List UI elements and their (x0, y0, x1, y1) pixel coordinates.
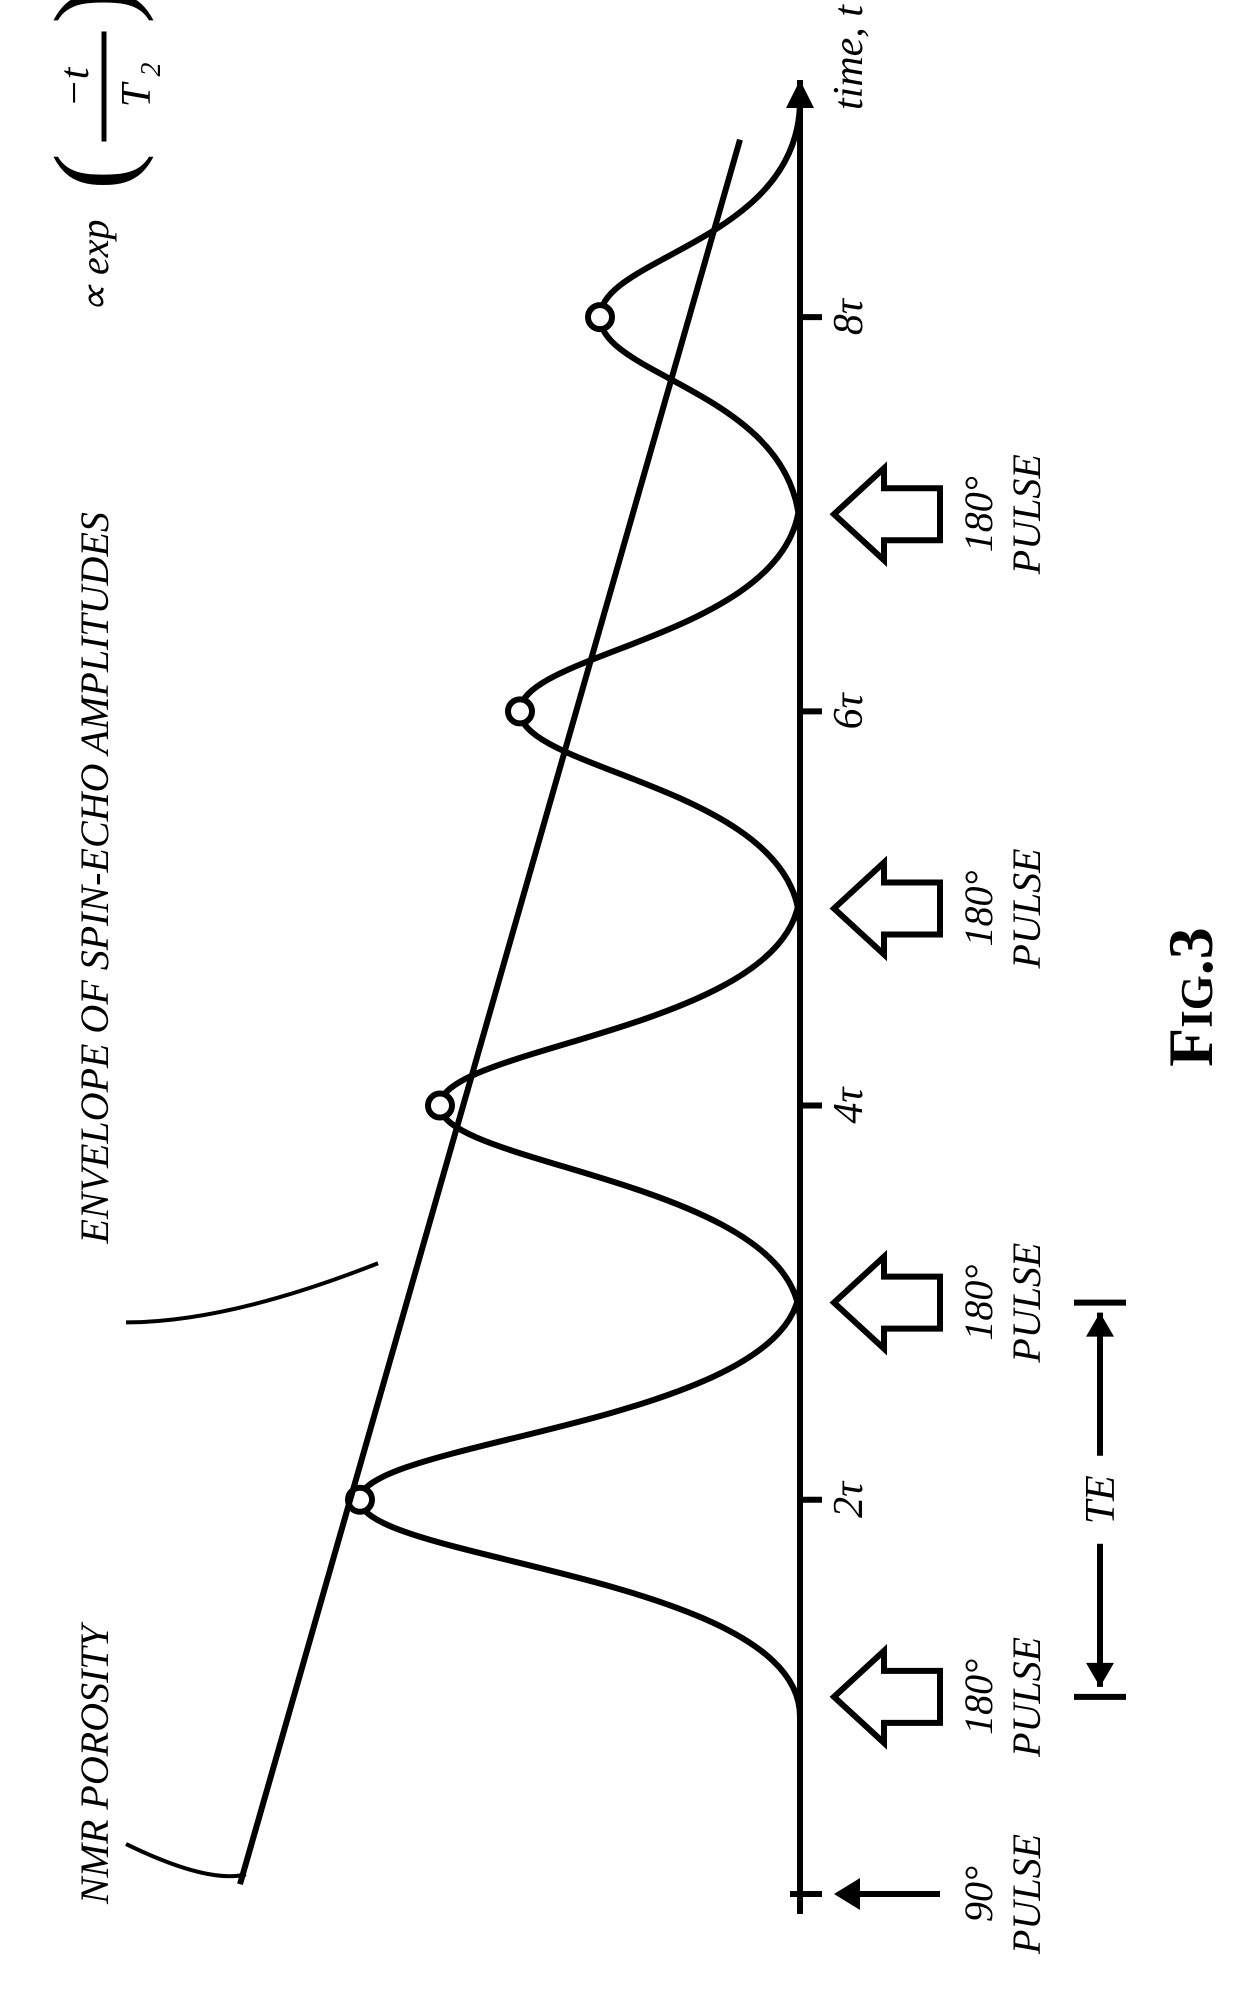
pulse-label-bot: PULSE (1004, 848, 1049, 969)
echo-curve (360, 1283, 800, 1717)
pulse-label-bot: PULSE (1004, 1637, 1049, 1758)
pulse-label-bot: PULSE (1004, 454, 1049, 575)
echo-curve (440, 889, 800, 1323)
echo-curve (520, 495, 800, 929)
pulse-arrow-icon (834, 862, 940, 954)
svg-text:(: ( (32, 153, 154, 190)
pulse-label-bot: PULSE (1004, 1243, 1049, 1364)
axis-tick-label: 6τ (826, 691, 872, 729)
fraction-top: −t (52, 66, 98, 107)
svg-text:): ) (32, 0, 154, 24)
pulse-label-top: 180° (956, 1659, 1001, 1735)
pulse-arrow-icon (834, 468, 940, 560)
echo-peak-marker (428, 1094, 452, 1118)
axis-tick-label: 8τ (826, 297, 872, 335)
echo-curve (600, 100, 800, 534)
pulse-label-top: 180° (956, 870, 1001, 946)
pulse-arrow-icon (834, 1257, 940, 1349)
te-label: TE (1078, 1475, 1124, 1524)
pulse-label-bot: PULSE (1004, 1834, 1049, 1955)
figure-caption: Fig.3 (1155, 927, 1226, 1067)
axis-tick-label: 2τ (826, 1480, 872, 1518)
pulse-label-top: 180° (956, 476, 1001, 552)
echo-peak-marker (508, 699, 532, 723)
pulse-arrow-icon (834, 1651, 940, 1743)
axis-tick-label: 4τ (826, 1086, 872, 1124)
echo-peak-marker (588, 305, 612, 329)
envelope-formula-prefix: ∝ exp (72, 219, 117, 313)
nmr-cpmg-diagram: 2τ 4τ 6τ 8τ time, t ENVELOPE OF SPIN-ECHO AMP… (0, 0, 1240, 1994)
envelope-label: ENVELOPE OF SPIN-ECHO AMPLITUDES (72, 512, 117, 1244)
fraction-bot: T (114, 81, 160, 107)
axis-label: time, t (826, 4, 872, 110)
svg-text:2: 2 (136, 63, 167, 77)
pulse-label-top: 180° (956, 1265, 1001, 1341)
nmr-porosity-label: NMR POROSITY (72, 1621, 117, 1905)
pulse-label-top: 90° (956, 1866, 1001, 1922)
